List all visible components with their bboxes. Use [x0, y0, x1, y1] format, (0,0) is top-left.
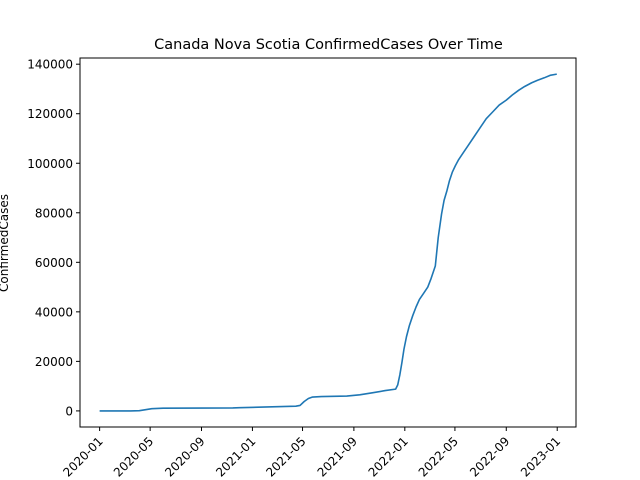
chart-title: Canada Nova Scotia ConfirmedCases Over T… [154, 37, 503, 53]
y-tick-label: 0 [65, 404, 73, 418]
y-tick-label: 140000 [27, 58, 73, 72]
y-tick-label: 120000 [27, 107, 73, 121]
x-tick-label: 2020-09 [162, 434, 207, 479]
x-axis: 2020-01 2020-05 2020-09 2021-01 2021-05 2021-… [60, 427, 563, 480]
x-tick-label: 2021-09 [315, 434, 360, 479]
x-tick-label: 2022-09 [467, 434, 512, 479]
x-tick-label: 2023-01 [518, 434, 563, 479]
axes-frame [79, 57, 577, 428]
y-tick-label: 40000 [35, 305, 73, 319]
plot-area [79, 57, 577, 428]
y-tick-label: 80000 [35, 206, 73, 220]
y-tick-label: 20000 [35, 355, 73, 369]
x-tick-label: 2022-01 [366, 434, 411, 479]
y-tick-label: 60000 [35, 256, 73, 270]
x-tick-label: 2022-05 [416, 434, 461, 479]
x-tick-label: 2021-01 [213, 434, 258, 479]
x-tick-label: 2020-05 [111, 434, 156, 479]
x-tick-label: 2021-05 [263, 434, 308, 479]
x-tick-label: 2020-01 [60, 434, 105, 479]
y-axis: 0 20000 40000 60000 80000 100000 120000 140000 [27, 58, 80, 418]
y-axis-label: ConfirmedCases [0, 194, 11, 292]
series-line [99, 73, 557, 412]
y-tick-label: 100000 [27, 157, 73, 171]
